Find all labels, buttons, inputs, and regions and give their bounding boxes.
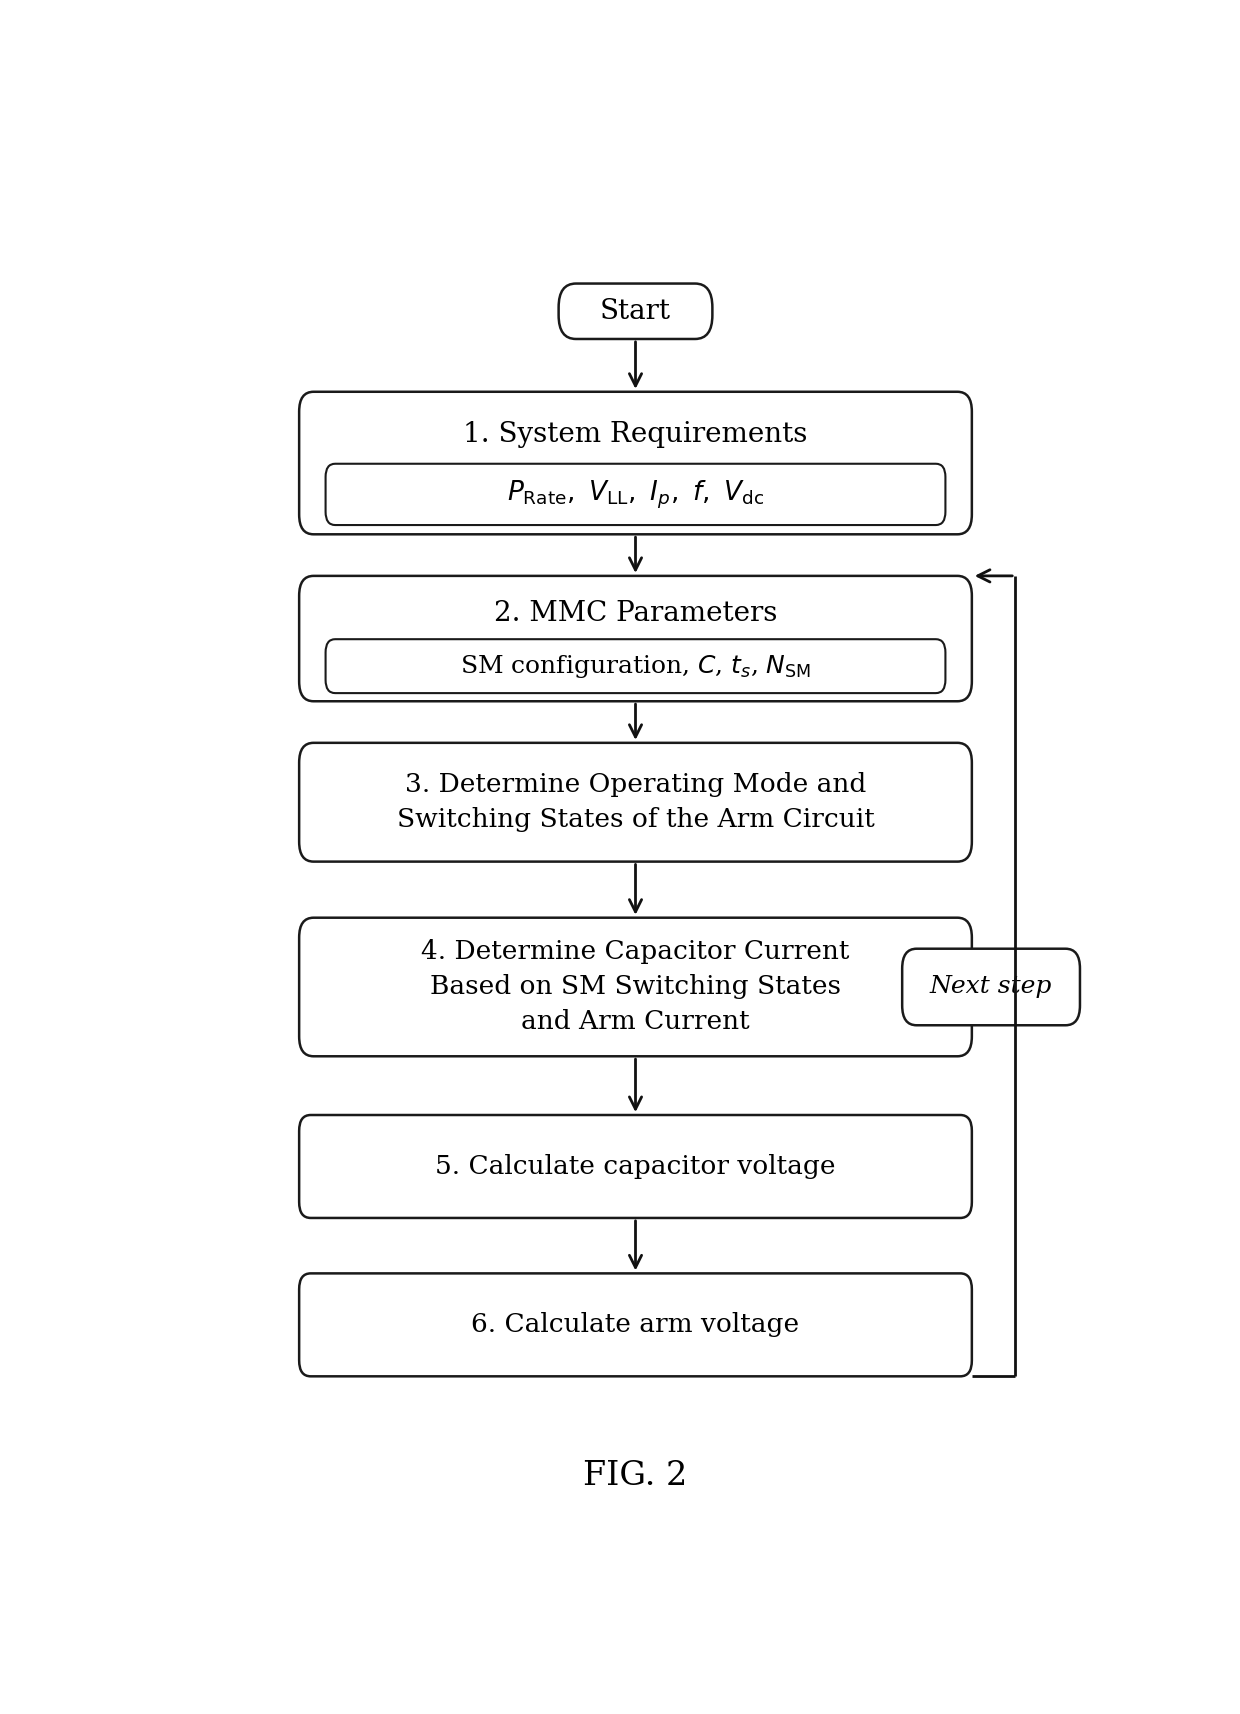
FancyBboxPatch shape (299, 1116, 972, 1219)
Text: 4. Determine Capacitor Current
Based on SM Switching States
and Arm Current: 4. Determine Capacitor Current Based on … (422, 939, 849, 1035)
Text: 2. MMC Parameters: 2. MMC Parameters (494, 600, 777, 627)
Text: 6. Calculate arm voltage: 6. Calculate arm voltage (471, 1313, 800, 1337)
Text: 5. Calculate capacitor voltage: 5. Calculate capacitor voltage (435, 1154, 836, 1179)
Text: Start: Start (600, 298, 671, 324)
FancyBboxPatch shape (299, 393, 972, 535)
Text: $P_{\mathrm{Rate}},\ V_{\mathrm{LL}},\ I_{p},\ f,\ V_{\mathrm{dc}}$: $P_{\mathrm{Rate}},\ V_{\mathrm{LL}},\ I… (507, 478, 764, 511)
Text: SM configuration, $C$, $t_{s}$, $N_{\mathrm{SM}}$: SM configuration, $C$, $t_{s}$, $N_{\mat… (460, 653, 811, 680)
FancyBboxPatch shape (299, 576, 972, 701)
Text: FIG. 2: FIG. 2 (583, 1460, 688, 1493)
FancyBboxPatch shape (299, 917, 972, 1056)
FancyBboxPatch shape (299, 1274, 972, 1376)
FancyBboxPatch shape (326, 464, 945, 524)
FancyBboxPatch shape (558, 283, 712, 339)
Text: 3. Determine Operating Mode and
Switching States of the Arm Circuit: 3. Determine Operating Mode and Switchin… (397, 773, 874, 833)
FancyBboxPatch shape (903, 950, 1080, 1025)
Text: Next step: Next step (930, 975, 1053, 999)
Text: 1. System Requirements: 1. System Requirements (464, 422, 807, 447)
FancyBboxPatch shape (326, 639, 945, 692)
FancyBboxPatch shape (299, 742, 972, 862)
